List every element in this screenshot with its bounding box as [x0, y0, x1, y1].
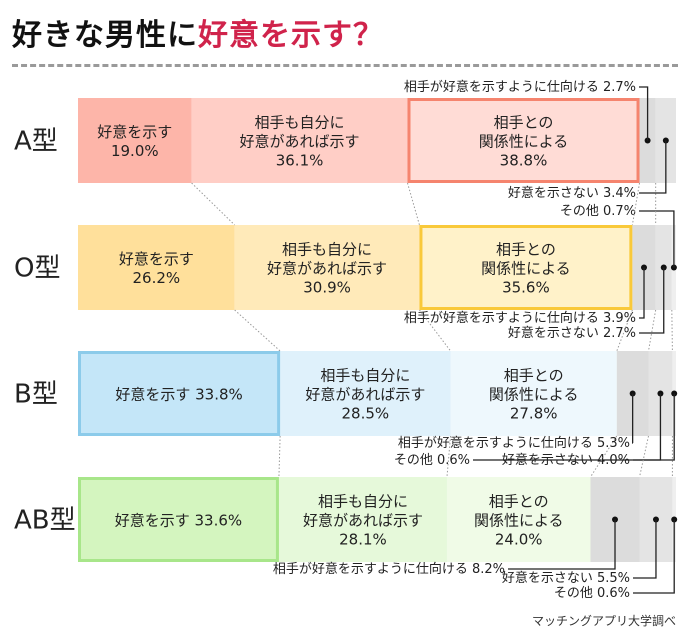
callout-label: 好意を示さない 2.7% [508, 325, 636, 341]
highlight-border [407, 98, 640, 183]
callout-label: 相手が好意を示すように仕向ける 2.7% [404, 79, 636, 95]
segment-label: 38.8% [500, 152, 548, 170]
callout-label: 相手が好意を示すように仕向ける 3.9% [404, 310, 636, 326]
segment-label: 関係性による [481, 260, 571, 278]
segment-label: 24.0% [495, 531, 543, 549]
callout-label: 相手が好意を示すように仕向ける 5.3% [398, 435, 630, 451]
segment-label: 28.5% [342, 405, 390, 423]
segment-label: 関係性による [479, 133, 569, 151]
segment-label: 好意があれば示す [267, 260, 387, 278]
title-divider [12, 64, 678, 67]
callout-label: その他 0.7% [560, 204, 636, 219]
segment-label: 好意があれば示す [303, 512, 423, 530]
callout-label: 好意を示さない 5.5% [502, 570, 630, 586]
segment-label: 相手との [504, 367, 564, 385]
connector-line [639, 435, 649, 478]
segment-label: 好意を示す 33.6% [115, 512, 242, 530]
segment-label: 関係性による [489, 386, 579, 404]
segment-label: 相手との [494, 114, 554, 132]
bar-segment-O型-2 [419, 225, 633, 310]
highlight-border [419, 225, 633, 310]
row-label-0: A型 [14, 127, 58, 157]
connector-line [419, 309, 451, 352]
connector-line [616, 309, 633, 352]
connector-line [671, 309, 673, 352]
segment-label: 相手も自分に [318, 493, 408, 511]
segment-label: 関係性による [474, 512, 564, 530]
connector-line [590, 435, 618, 478]
callout-line [639, 267, 665, 334]
callout-label: その他 0.6% [394, 453, 470, 468]
highlight-border [78, 351, 281, 436]
segment-label: 27.8% [510, 405, 558, 423]
bar-segment-A型-1 [191, 98, 408, 183]
callout-line [633, 519, 675, 594]
bar-segment-O型-1 [234, 225, 420, 310]
callout-line [633, 519, 657, 579]
segment-label: 好意を示す [119, 250, 194, 268]
row-label-2: B型 [14, 380, 58, 410]
connector-line [631, 182, 641, 226]
segment-label: 好意を示す 33.8% [115, 386, 242, 404]
segment-label: 相手との [489, 493, 549, 511]
bar-segment-A型-0 [78, 98, 192, 183]
title-main: 好きな男性に [12, 18, 198, 53]
segment-label: 28.1% [339, 531, 387, 549]
chart-title: 好きな男性に好意を示す？ [12, 10, 384, 54]
segment-label: 相手も自分に [320, 367, 410, 385]
connector-line [407, 182, 420, 226]
connector-line [278, 435, 281, 478]
callout-line [639, 210, 675, 268]
bar-segment-B型-0 [78, 351, 281, 436]
segment-label: 30.9% [303, 279, 351, 297]
callout-line [639, 86, 649, 141]
connector-line [191, 182, 236, 226]
segment-label: 36.1% [276, 152, 324, 170]
callout-line [639, 140, 667, 194]
callout-label: 相手が好意を示すように仕向ける 8.2% [273, 561, 505, 577]
source-note: マッチングアプリ大学調べ [531, 614, 676, 628]
segment-label: 好意があれば示す [240, 133, 360, 151]
callout-line [508, 519, 616, 570]
connector-line [234, 309, 281, 352]
bar-segment-AB型-2 [446, 477, 591, 562]
title-accent: 好意を示す？ [198, 18, 384, 53]
segment-label: 35.6% [502, 279, 550, 297]
callout-label: その他 0.6% [554, 586, 630, 601]
bar-segment-O型-0 [78, 225, 235, 310]
segment-label: 好意を示す [97, 123, 172, 141]
bar-segment-AB型-1 [278, 477, 447, 562]
highlight-border [78, 477, 279, 562]
row-label-3: AB型 [14, 506, 76, 536]
bar-segment-B型-1 [280, 351, 451, 436]
segment-label: 相手も自分に [282, 241, 372, 259]
connector-line [647, 309, 657, 352]
bar-segment-AB型-0 [78, 477, 279, 562]
callout-line [473, 393, 675, 461]
segment-label: 好意があれば示す [305, 386, 425, 404]
bar-segment-A型-2 [407, 98, 640, 183]
callout-line [639, 267, 645, 319]
callout-label: 好意を示さない 3.4% [508, 185, 636, 201]
row-label-1: O型 [14, 254, 60, 284]
segment-label: 19.0% [111, 142, 159, 160]
segment-label: 相手も自分に [255, 114, 345, 132]
segment-label: 相手との [496, 241, 556, 259]
bar-segment-B型-2 [450, 351, 617, 436]
segment-label: 26.2% [133, 269, 181, 287]
